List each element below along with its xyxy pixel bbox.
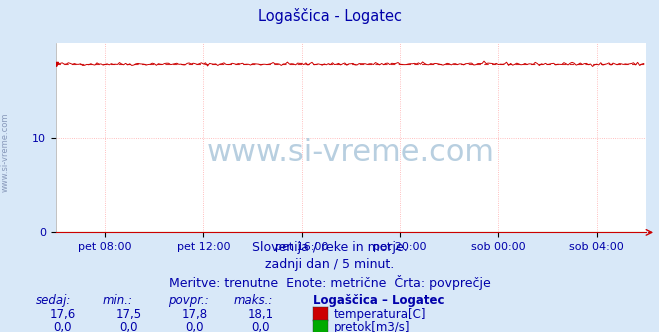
Text: maks.:: maks.: <box>234 294 273 307</box>
Text: www.si-vreme.com: www.si-vreme.com <box>1 113 10 193</box>
Text: www.si-vreme.com: www.si-vreme.com <box>207 138 495 167</box>
Text: Logaščica – Logatec: Logaščica – Logatec <box>313 294 445 307</box>
Text: 0,0: 0,0 <box>53 321 72 332</box>
Text: 17,5: 17,5 <box>115 308 142 321</box>
Text: 0,0: 0,0 <box>185 321 204 332</box>
Text: sedaj:: sedaj: <box>36 294 72 307</box>
Text: min.:: min.: <box>102 294 132 307</box>
Text: Logaščica - Logatec: Logaščica - Logatec <box>258 8 401 24</box>
Text: povpr.:: povpr.: <box>168 294 209 307</box>
Text: 18,1: 18,1 <box>247 308 273 321</box>
Text: temperatura[C]: temperatura[C] <box>334 308 426 321</box>
Text: Slovenija / reke in morje.: Slovenija / reke in morje. <box>252 241 407 254</box>
Text: pretok[m3/s]: pretok[m3/s] <box>334 321 411 332</box>
Text: 0,0: 0,0 <box>251 321 270 332</box>
Text: 0,0: 0,0 <box>119 321 138 332</box>
Text: 17,6: 17,6 <box>49 308 76 321</box>
Text: 17,8: 17,8 <box>181 308 208 321</box>
Text: zadnji dan / 5 minut.: zadnji dan / 5 minut. <box>265 258 394 271</box>
Text: Meritve: trenutne  Enote: metrične  Črta: povprečje: Meritve: trenutne Enote: metrične Črta: … <box>169 275 490 290</box>
